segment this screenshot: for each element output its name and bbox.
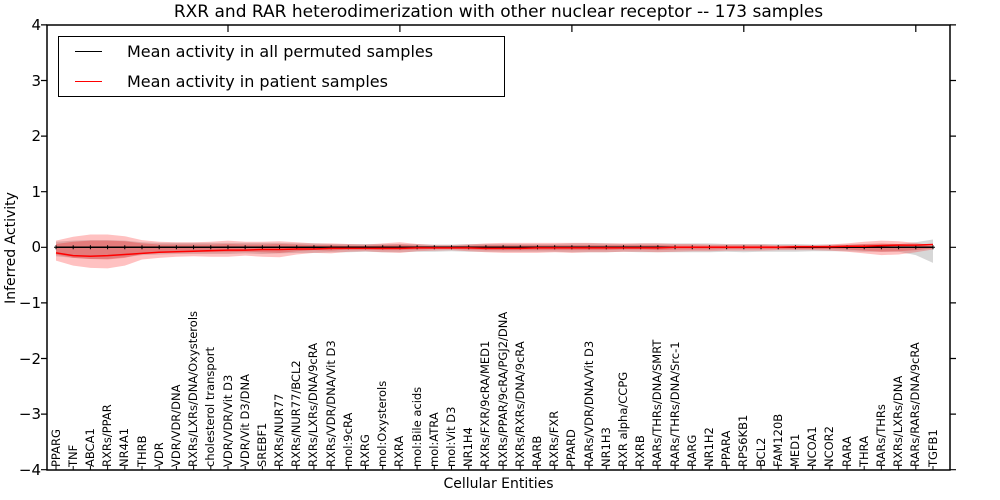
y-tick-label: −2: [18, 349, 41, 368]
x-category-label: RXRs/LXRs/DNA/Oxysterols: [186, 310, 201, 467]
y-tick-label: 2: [31, 127, 41, 146]
x-category-label: RXRs/LXRs/DNA/9cRA: [306, 342, 321, 467]
x-category-label: RARs/THRs/DNA/Src-1: [667, 341, 682, 467]
x-category-label: MED1: [787, 433, 802, 467]
x-category-label: RXRs/NUR77: [272, 393, 286, 467]
x-category-label: RARs/VDR/DNA/Vit D3: [581, 340, 596, 467]
y-tick-label: −1: [18, 293, 41, 312]
x-category-label: RXRs/LXRs/DNA: [891, 375, 906, 467]
x-category-label: PPARG: [48, 429, 63, 467]
x-category-label: VDR/VDR/DNA: [168, 384, 183, 468]
x-category-label: PPARD: [564, 429, 579, 467]
x-axis-label: Cellular Entities: [443, 476, 554, 492]
x-category-label: NR1H3: [598, 427, 613, 467]
x-category-label: RXRs/NUR77/BCL2: [289, 360, 304, 467]
x-category-label: SREBF1: [254, 422, 269, 467]
y-tick-label: 4: [31, 15, 41, 34]
x-category-label: RXR alpha/CCPG: [616, 371, 630, 467]
band-patient-samples-spread-inner: [56, 240, 933, 260]
legend-entry-permuted: Mean activity in all permuted samples: [59, 38, 504, 66]
x-category-label: NCOR2: [822, 426, 837, 467]
x-category-label: RARs/THRs/DNA/SMRT: [650, 339, 665, 467]
x-category-label: THRA: [856, 435, 871, 467]
x-category-label: VDR: [151, 442, 166, 467]
x-category-label: TGFB1: [925, 429, 940, 467]
x-category-label: VDR/VDR/Vit D3: [220, 374, 235, 467]
x-category-label: NR1H2: [701, 427, 716, 467]
legend: Mean activity in all permuted samples Me…: [58, 36, 505, 97]
band-patient-samples-spread-outer: [56, 234, 933, 269]
x-category-label: mol:ATRA: [426, 412, 441, 467]
x-category-label: VDR/Vit D3/DNA: [237, 374, 252, 467]
x-category-label: mol:Oxysterols: [375, 380, 390, 467]
x-category-label: RXRG: [358, 434, 372, 467]
x-category-label: BCL2: [753, 437, 768, 467]
legend-line-sample-permuted: [75, 51, 102, 53]
legend-line-sample-patient: [75, 80, 102, 82]
y-tick-label: 1: [31, 182, 41, 201]
x-category-label: RPS6KB1: [736, 414, 751, 467]
x-category-label: RXRs/FXR: [547, 410, 562, 467]
series-line-patient: [55, 243, 934, 257]
x-category-label: ABCA1: [82, 428, 97, 467]
x-axis-bottom-ticks: [55, 466, 934, 470]
x-category-label: RARs/RARs/DNA/9cRA: [908, 342, 923, 467]
x-category-label: RARs/THRs: [873, 404, 888, 467]
y-axis-ticks: [41, 24, 956, 471]
x-category-label: RXRs/PPAR: [100, 404, 115, 467]
x-category-label: RXRs/RXRs/DNA/9cRA: [512, 341, 527, 467]
x-category-label: RXRs/FXR/9cRA/MED1: [478, 340, 493, 467]
legend-entry-patient: Mean activity in patient samples: [59, 67, 504, 95]
x-category-label: NR1H4: [461, 427, 476, 467]
legend-label-permuted: Mean activity in all permuted samples: [127, 42, 434, 62]
x-category-label: RXRB: [633, 435, 648, 467]
y-tick-label: 0: [31, 238, 41, 257]
x-category-label: FAM120B: [770, 413, 785, 467]
y-tick-label: −3: [18, 405, 41, 424]
y-tick-label: 3: [31, 71, 41, 90]
x-category-label: cholesterol transport: [203, 347, 218, 467]
x-category-label: RARG: [684, 434, 699, 467]
x-category-label: RXRA: [392, 435, 407, 467]
x-axis-top-ticks: [227, 25, 917, 32]
y-tick-label: −4: [18, 460, 41, 479]
band-permuted-samples-spread: [56, 239, 933, 263]
x-category-label: RARA: [839, 436, 854, 467]
x-category-label: PPARA: [719, 430, 734, 467]
x-category-label: mol:Bile acids: [409, 386, 424, 467]
x-category-label: NR4A1: [117, 427, 132, 467]
x-category-label: TNF: [65, 444, 80, 467]
x-category-label: RXRs/PPAR/9cRA/PGJ2/DNA: [495, 311, 510, 467]
chart-title: RXR and RAR heterodimerization with othe…: [173, 2, 824, 22]
x-category-label: RXRs/VDR/DNA/Vit D3: [323, 340, 338, 467]
x-category-label: NCOA1: [805, 426, 820, 467]
x-category-label: mol:9cRA: [340, 412, 355, 467]
x-category-label: THRB: [134, 435, 149, 467]
legend-label-patient: Mean activity in patient samples: [127, 71, 388, 91]
x-category-label: RARB: [530, 435, 544, 467]
x-category-label: mol:Vit D3: [444, 406, 458, 467]
